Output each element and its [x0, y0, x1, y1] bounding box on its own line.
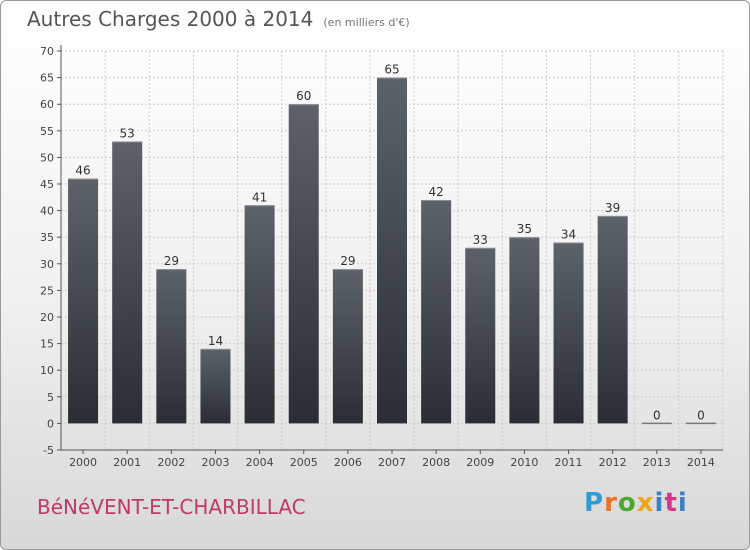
bar-2009 [465, 247, 496, 424]
chart-title: Autres Charges 2000 à 2014 [27, 7, 314, 31]
data-label-2013: 0 [653, 408, 661, 422]
chart-title-row: Autres Charges 2000 à 2014 (en milliers d… [27, 7, 410, 31]
y-tick-label: 70 [40, 45, 54, 58]
bar-2006 [332, 269, 363, 424]
gridlines [60, 50, 724, 451]
data-label-2011: 34 [561, 228, 576, 242]
y-tick-label: 40 [40, 205, 54, 218]
x-tick-label: 2004 [246, 456, 274, 469]
bars [68, 77, 716, 425]
y-tick-label: 5 [47, 391, 54, 404]
y-tick-label: 65 [40, 72, 54, 85]
x-tick-label: 2009 [466, 456, 494, 469]
x-tick-label: 2005 [290, 456, 318, 469]
x-tick-label: 2012 [599, 456, 627, 469]
bar-2005 [288, 104, 319, 424]
x-tick-label: 2014 [687, 456, 715, 469]
chart-subtitle: (en milliers d'€) [323, 16, 410, 29]
bar-2012 [597, 215, 628, 424]
data-label-2000: 46 [75, 164, 90, 178]
y-tick-label: 45 [40, 178, 54, 191]
bar-2000 [68, 178, 99, 424]
bar-2002 [156, 269, 187, 424]
data-label-2010: 35 [517, 222, 532, 236]
bar-2003 [200, 348, 231, 424]
y-tick-label: 50 [40, 151, 54, 164]
y-tick-label: 0 [47, 417, 54, 430]
bar-2011 [553, 242, 584, 424]
x-tick-label: 2006 [334, 456, 362, 469]
y-tick-label: 60 [40, 98, 54, 111]
y-tick-label: 25 [40, 284, 54, 297]
x-tick-label: 2003 [201, 456, 229, 469]
y-tick-label: 30 [40, 258, 54, 271]
y-tick-label: -5 [43, 444, 54, 457]
data-label-2007: 65 [384, 63, 399, 77]
data-label-2005: 60 [296, 89, 311, 103]
bar-2010 [509, 237, 540, 424]
town-name: BéNéVENT-ET-CHARBILLAC [37, 495, 306, 519]
bar-2008 [421, 199, 452, 424]
data-label-2006: 29 [340, 254, 355, 268]
data-label-2004: 41 [252, 190, 267, 204]
y-tick-label: 20 [40, 311, 54, 324]
x-tick-label: 2001 [113, 456, 141, 469]
data-label-2009: 33 [473, 233, 488, 247]
proxiti-logo[interactable]: Proxiti [584, 488, 688, 518]
x-tick-label: 2013 [643, 456, 671, 469]
bar-2007 [377, 77, 407, 424]
x-tick-label: 2002 [157, 456, 185, 469]
data-label-2012: 39 [605, 201, 620, 215]
y-tick-label: 35 [40, 231, 54, 244]
y-tick-label: 15 [40, 338, 54, 351]
bar-2001 [112, 141, 143, 424]
x-tick-label: 2008 [422, 456, 450, 469]
data-labels: 46 53 29 14 41 60 29 65 42 33 35 34 39 0 0 [75, 63, 704, 423]
data-label-2008: 42 [428, 185, 443, 199]
x-tick-label: 2007 [378, 456, 406, 469]
bar-2004 [244, 205, 275, 424]
x-tick-label: 2011 [555, 456, 583, 469]
x-tick-label: 2000 [69, 456, 97, 469]
axes: -5 0 5 10 15 20 25 30 35 40 45 50 55 60 65 70 2000 2001 20… [40, 45, 723, 469]
data-label-2001: 53 [120, 126, 135, 140]
y-tick-label: 10 [40, 364, 54, 377]
data-label-2003: 14 [208, 334, 223, 348]
y-tick-label: 55 [40, 125, 54, 138]
data-label-2014: 0 [697, 408, 705, 422]
x-tick-label: 2010 [510, 456, 538, 469]
data-label-2002: 29 [164, 254, 179, 268]
